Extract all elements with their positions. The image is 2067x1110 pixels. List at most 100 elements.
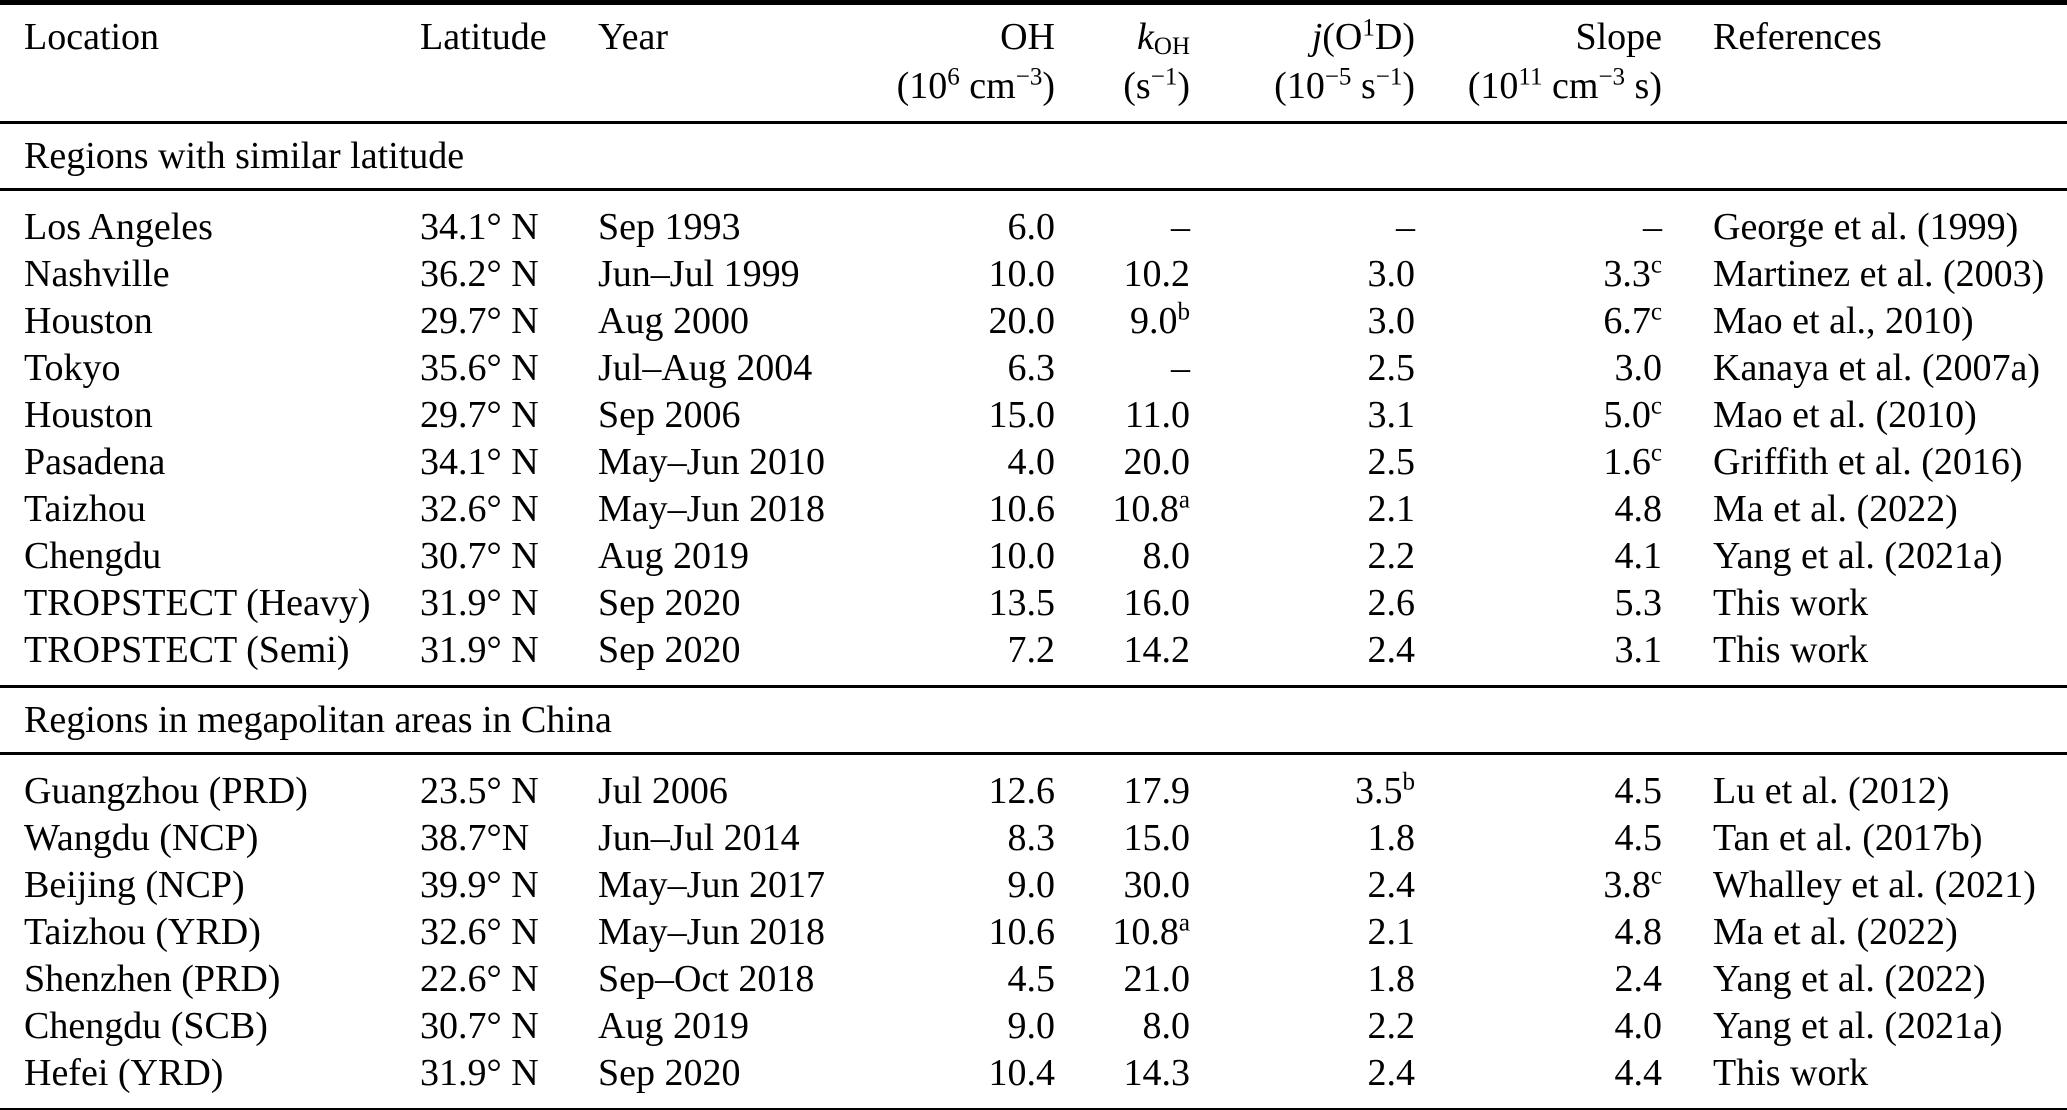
cell-location: Houston bbox=[24, 300, 153, 342]
cell-references: Yang et al. (2021a) bbox=[1713, 535, 2003, 577]
cell-oh: 7.2 bbox=[1007, 629, 1056, 671]
table-row: Guangzhou (PRD) 23.5° N Jul 2006 12.6 17.9 3.… bbox=[0, 754, 2067, 816]
cell-references: Mao et al., 2010) bbox=[1713, 300, 1974, 342]
column-header-location: Location bbox=[0, 3, 420, 123]
cell-jo1d: 2.1 bbox=[1367, 488, 1416, 530]
cell-year: May–Jun 2017 bbox=[598, 864, 825, 906]
cell-references: Lu et al. (2012) bbox=[1713, 770, 1950, 812]
cell-year: May–Jun 2010 bbox=[598, 441, 825, 483]
cell-location: Wangdu (NCP) bbox=[24, 817, 259, 859]
cell-slope: 4.4 bbox=[1614, 1052, 1663, 1094]
cell-references: Ma et al. (2022) bbox=[1713, 911, 1958, 953]
cell-location: Guangzhou (PRD) bbox=[24, 770, 308, 812]
cell-latitude: 38.7°N bbox=[420, 817, 530, 859]
section-title-row: Regions in megapolitan areas in China bbox=[0, 685, 2067, 755]
cell-year: Aug 2000 bbox=[598, 300, 749, 342]
cell-slope: 3.1 bbox=[1614, 629, 1663, 671]
cell-latitude: 31.9° N bbox=[420, 1052, 539, 1094]
table-row: Los Angeles 34.1° N Sep 1993 6.0 – – – George e… bbox=[0, 190, 2067, 252]
cell-references: This work bbox=[1713, 1052, 1869, 1094]
column-header-references: References bbox=[1662, 3, 2067, 123]
section-title: Regions with similar latitude bbox=[0, 121, 2067, 191]
cell-latitude: 36.2° N bbox=[420, 253, 539, 295]
cell-latitude: 32.6° N bbox=[420, 911, 539, 953]
cell-location: Shenzhen (PRD) bbox=[24, 958, 281, 1000]
cell-year: May–Jun 2018 bbox=[598, 911, 825, 953]
table-row: Pasadena 34.1° N May–Jun 2010 4.0 20.0 2.5 1.6… bbox=[0, 439, 2067, 486]
column-label: References bbox=[1713, 16, 1882, 58]
cell-latitude: 34.1° N bbox=[420, 206, 539, 248]
table-row: Taizhou (YRD) 32.6° N May–Jun 2018 10.6 10.8… bbox=[0, 909, 2067, 956]
table-row: Chengdu 30.7° N Aug 2019 10.0 8.0 2.2 4.1 Yang … bbox=[0, 533, 2067, 580]
cell-references: George et al. (1999) bbox=[1713, 206, 2019, 248]
table-section-2: Regions in megapolitan areas in China Gua… bbox=[0, 685, 2067, 1110]
cell-location: Hefei (YRD) bbox=[24, 1052, 224, 1094]
cell-year: Sep 2006 bbox=[598, 394, 741, 436]
column-label: Location bbox=[24, 16, 160, 58]
column-header-oh: OH (106 cm−3) bbox=[870, 3, 1055, 123]
column-label: Slope bbox=[1575, 16, 1662, 58]
cell-references: Yang et al. (2022) bbox=[1713, 958, 1986, 1000]
column-label: Year bbox=[598, 16, 669, 58]
cell-jo1d: 2.5 bbox=[1367, 347, 1416, 389]
cell-location: Chengdu bbox=[24, 535, 162, 577]
cell-oh: 10.4 bbox=[988, 1052, 1056, 1094]
cell-koh: – bbox=[1171, 347, 1190, 389]
cell-jo1d: 3.0 bbox=[1367, 300, 1416, 342]
cell-koh: 20.0 bbox=[1123, 441, 1191, 483]
table-row: TROPSTECT (Heavy) 31.9° N Sep 2020 13.5 16.0… bbox=[0, 580, 2067, 627]
cell-latitude: 39.9° N bbox=[420, 864, 539, 906]
cell-jo1d: 2.2 bbox=[1367, 535, 1416, 577]
column-header-slope: Slope (1011 cm−3 s) bbox=[1415, 3, 1662, 123]
cell-oh: 6.0 bbox=[1007, 206, 1056, 248]
cell-oh: 12.6 bbox=[988, 770, 1056, 812]
cell-oh: 9.0 bbox=[1007, 864, 1056, 906]
cell-oh: 10.0 bbox=[988, 535, 1056, 577]
cell-year: Jun–Jul 2014 bbox=[598, 817, 800, 859]
cell-koh: 10.8a bbox=[1112, 909, 1190, 953]
cell-latitude: 30.7° N bbox=[420, 1005, 539, 1047]
table-row: Hefei (YRD) 31.9° N Sep 2020 10.4 14.3 2.4 4.4… bbox=[0, 1050, 2067, 1110]
column-unit: (106 cm−3) bbox=[896, 63, 1055, 107]
cell-latitude: 35.6° N bbox=[420, 347, 539, 389]
cell-jo1d: 2.4 bbox=[1367, 629, 1416, 671]
table-row: TROPSTECT (Semi) 31.9° N Sep 2020 7.2 14.2 2.… bbox=[0, 627, 2067, 687]
cell-oh: 6.3 bbox=[1007, 347, 1056, 389]
cell-year: Jul–Aug 2004 bbox=[598, 347, 813, 389]
cell-location: Tokyo bbox=[24, 347, 121, 389]
table-row: Houston 29.7° N Sep 2006 15.0 11.0 3.1 5.0c Mao… bbox=[0, 392, 2067, 439]
cell-koh: 9.0b bbox=[1130, 298, 1190, 342]
cell-references: Kanaya et al. (2007a) bbox=[1713, 347, 2041, 389]
cell-year: Sep–Oct 2018 bbox=[598, 958, 815, 1000]
cell-location: Beijing (NCP) bbox=[24, 864, 245, 906]
cell-koh: 10.2 bbox=[1123, 253, 1191, 295]
cell-jo1d: 2.4 bbox=[1367, 1052, 1416, 1094]
cell-location: Nashville bbox=[24, 253, 170, 295]
cell-koh: 14.3 bbox=[1123, 1052, 1191, 1094]
column-unit: (1011 cm−3 s) bbox=[1467, 63, 1662, 107]
cell-slope: 4.8 bbox=[1614, 911, 1663, 953]
cell-year: Aug 2019 bbox=[598, 1005, 749, 1047]
column-header-year: Year bbox=[598, 3, 870, 123]
cell-slope: 4.5 bbox=[1614, 817, 1663, 859]
column-header-koh: kOH (s−1) bbox=[1055, 3, 1190, 123]
cell-location: TROPSTECT (Heavy) bbox=[24, 582, 371, 624]
cell-slope: 3.3c bbox=[1603, 251, 1662, 295]
column-label: OH bbox=[1000, 16, 1055, 58]
cell-slope: 6.7c bbox=[1603, 298, 1662, 342]
cell-oh: 4.5 bbox=[1007, 958, 1056, 1000]
cell-slope: 3.0 bbox=[1614, 347, 1663, 389]
cell-oh: 15.0 bbox=[988, 394, 1056, 436]
column-label: kOH bbox=[1137, 16, 1190, 60]
cell-jo1d: 3.1 bbox=[1367, 394, 1416, 436]
cell-year: Sep 2020 bbox=[598, 629, 741, 671]
cell-slope: 4.0 bbox=[1614, 1005, 1663, 1047]
cell-slope: 5.3 bbox=[1614, 582, 1663, 624]
table-row: Houston 29.7° N Aug 2000 20.0 9.0b 3.0 6.7c Mao… bbox=[0, 298, 2067, 345]
cell-slope: 4.1 bbox=[1614, 535, 1663, 577]
cell-latitude: 30.7° N bbox=[420, 535, 539, 577]
cell-references: Tan et al. (2017b) bbox=[1713, 817, 1983, 859]
cell-latitude: 22.6° N bbox=[420, 958, 539, 1000]
table-row: Nashville 36.2° N Jun–Jul 1999 10.0 10.2 3.0 3… bbox=[0, 251, 2067, 298]
